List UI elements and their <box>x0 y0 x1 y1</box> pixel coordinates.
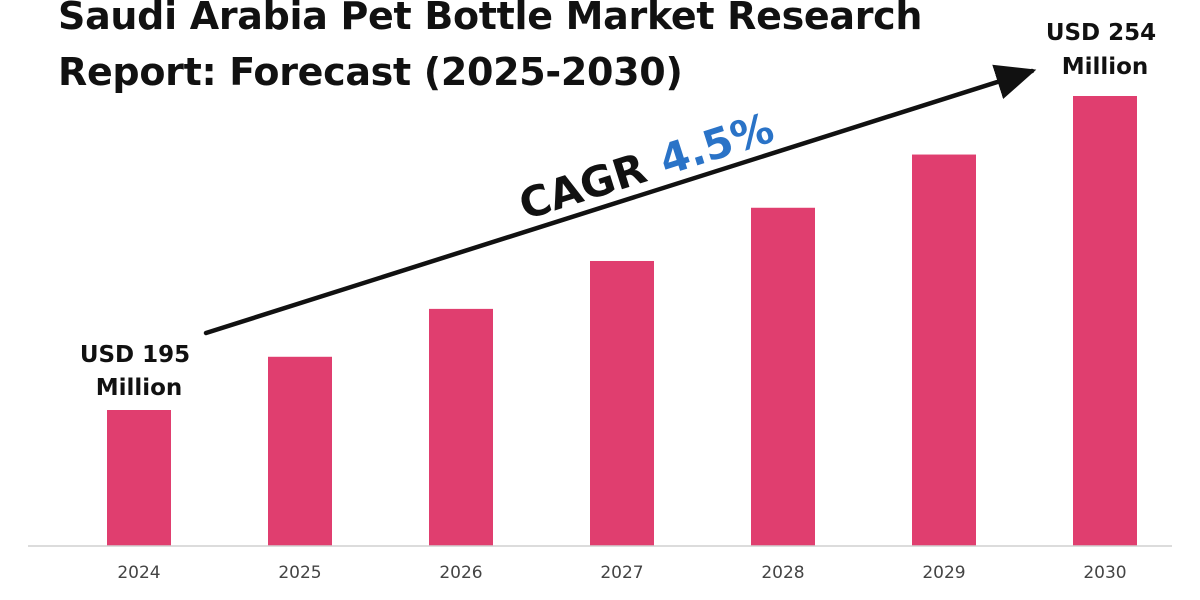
bars-group <box>107 96 1137 547</box>
bar-2024 <box>107 410 171 546</box>
start-value-line-2: Million <box>96 375 183 401</box>
x-tick-label-2024: 2024 <box>117 563 160 583</box>
x-tick-label-2027: 2027 <box>600 563 643 583</box>
end-value-line-2: Million <box>1062 54 1149 80</box>
end-value-line-1: USD 254 <box>1046 20 1156 46</box>
cagr-label: CAGR 4.5% <box>513 103 779 229</box>
chart-title-line-1: Saudi Arabia Pet Bottle Market Research <box>58 0 923 38</box>
x-tick-label-2025: 2025 <box>278 563 321 583</box>
start-value-line-1: USD 195 <box>80 342 190 368</box>
bar-2029 <box>912 154 976 547</box>
bar-2030 <box>1073 96 1137 546</box>
chart-title: Saudi Arabia Pet Bottle Market Research … <box>58 0 978 100</box>
chart-title-line-2: Report: Forecast (2025-2030) <box>58 50 683 94</box>
x-tick-labels: 2024 2025 2026 2027 2028 2029 2030 <box>117 563 1126 583</box>
start-value-label: USD 195 Million <box>80 342 198 401</box>
cagr-trend-arrow <box>203 64 1037 336</box>
end-value-label: USD 254 Million <box>1046 20 1164 80</box>
bar-2025 <box>268 356 332 546</box>
bar-2026 <box>429 308 493 546</box>
x-tick-label-2028: 2028 <box>761 563 804 583</box>
x-tick-label-2026: 2026 <box>439 563 482 583</box>
bar-2027 <box>590 260 654 546</box>
bar-2028 <box>751 207 815 547</box>
x-tick-label-2029: 2029 <box>922 563 965 583</box>
x-tick-label-2030: 2030 <box>1083 563 1126 583</box>
cagr-word: CAGR <box>513 143 652 229</box>
